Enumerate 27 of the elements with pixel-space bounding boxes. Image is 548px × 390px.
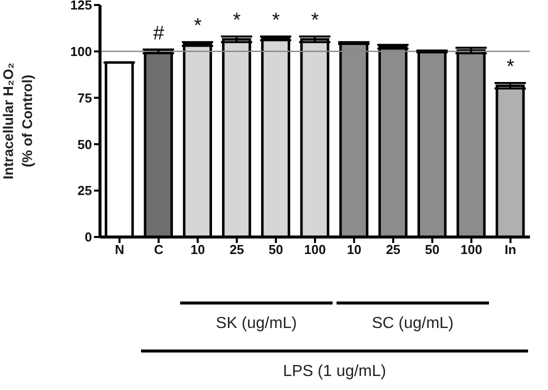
x-tick-label: 10 (190, 242, 205, 258)
annotation: * (194, 15, 202, 38)
x-tick-label: 100 (304, 242, 326, 258)
y-tick-label: 25 (78, 183, 92, 198)
annotation: * (232, 10, 241, 32)
annotation: * (272, 10, 280, 32)
text: SK (ug/mL) (216, 315, 297, 332)
y-tick-label: 50 (78, 136, 92, 152)
x-tick-label: 100 (460, 242, 482, 258)
y-tick-label: 0 (84, 230, 92, 245)
annotation: * (311, 10, 320, 32)
x-tick-label: 25 (230, 242, 244, 258)
x-tick-label: In (504, 242, 516, 258)
y-axis-title: Intracellular H₂O₂ (% of Control) (0, 62, 35, 180)
y-tick-label: 75 (78, 90, 92, 106)
x-tick-label: 10 (346, 242, 362, 258)
x-tick-label: 50 (425, 242, 440, 258)
text: LPS (1 ug/mL) (282, 363, 386, 380)
x-tick-label: N (114, 242, 124, 258)
annotation: # (153, 22, 166, 45)
annotation: * (506, 56, 515, 78)
y-tick-label: 100 (70, 44, 92, 60)
text: SC (ug/mL) (372, 315, 454, 332)
x-tick-label: 50 (268, 242, 284, 258)
x-tick-label: 25 (386, 242, 400, 258)
x-tick-label: C (154, 242, 164, 258)
y-tick-label: 125 (70, 0, 92, 13)
